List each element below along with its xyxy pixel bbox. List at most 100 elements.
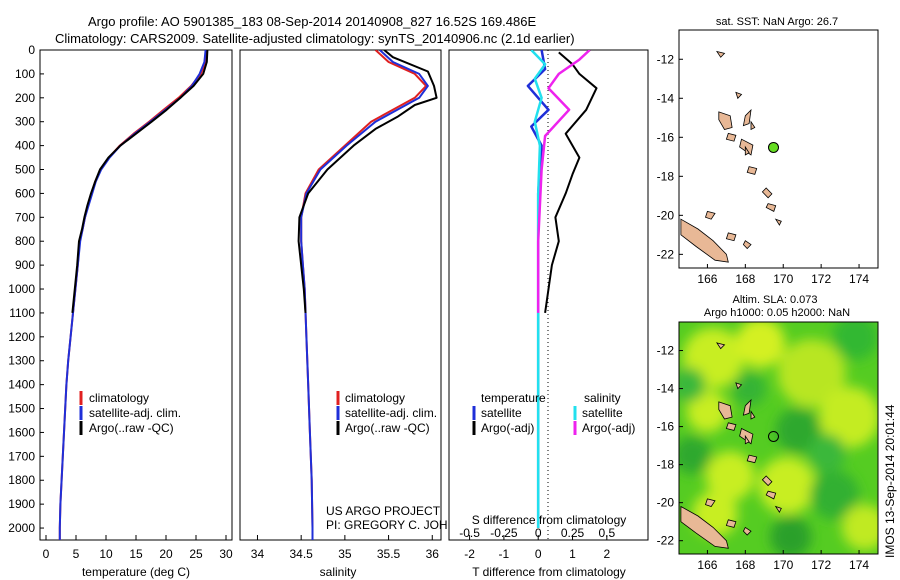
sst-map-coastlines [680, 50, 782, 263]
sla-anomaly-cell [732, 371, 767, 406]
temperature-panel: 0100200300400500600700800900100011001200… [8, 43, 453, 579]
sla-map-title-line-1: Altim. SLA: 0.073 [733, 294, 818, 306]
credit-line-1: US ARGO PROJECT [326, 504, 441, 518]
latitude-label: -20 [657, 208, 675, 222]
longitude-label: 174 [849, 558, 869, 572]
temperature-legend: climatology satellite-adj. clim. Argo(..… [79, 391, 181, 435]
sla-anomaly-cell [819, 386, 878, 448]
latitude-label: -20 [657, 496, 675, 510]
x-tick-label: 34 [251, 547, 265, 561]
legend-title-temperature: temperature [481, 391, 546, 405]
legend-label-satellite: satellite-adj. clim. [89, 406, 181, 420]
difference-panel: -2 -1 0 1 2 -0.5 -0.25 0 0.25 0.5 temperature sa… [448, 49, 649, 579]
depth-tick-label: 1900 [8, 497, 35, 511]
sst-map-longitude-labels: 166 168 170 172 174 [697, 264, 869, 286]
island-shape [744, 434, 750, 445]
sla-anomaly-cell [809, 470, 860, 520]
island-shape [715, 342, 726, 350]
sla-map-latitude-labels: -12 -14 -16 -18 -20 -22 [657, 344, 683, 548]
depth-tick-label: 1800 [8, 473, 35, 487]
latitude-label: -16 [657, 130, 675, 144]
island-shape [739, 138, 754, 156]
island-shape [761, 187, 773, 199]
sla-anomaly-cell [777, 339, 846, 408]
longitude-label: 170 [773, 272, 793, 286]
island-shape [725, 132, 737, 142]
longitude-label: 168 [735, 558, 755, 572]
island-shape [725, 232, 737, 242]
salinity-panel: 34 34.5 35 35.5 36 climatology satellite-adj… [239, 49, 482, 579]
sla-map-panel: Altim. SLA: 0.073 Argo h1000: 0.05 h2000… [657, 294, 879, 572]
depth-tick-label: 1400 [8, 378, 35, 392]
x-tick-label: 5 [73, 547, 80, 561]
s-difference-tick-labels: -0.5 -0.25 0 0.25 0.5 [459, 526, 615, 540]
sla-anomaly-cell [775, 407, 822, 454]
depth-tick-label: 1100 [9, 306, 35, 320]
x-tick-label: 30 [219, 547, 233, 561]
sla-anomaly-cell [769, 515, 812, 554]
legend-label-satellite: satellite-adj. clim. [345, 406, 437, 420]
sla-anomaly-cell [686, 390, 729, 433]
depth-tick-label: 1000 [8, 282, 35, 296]
x-tick-label: 1 [569, 547, 576, 561]
island-shape [774, 218, 782, 226]
x-tick-label: -2 [464, 547, 475, 561]
argo-float-location-marker [767, 141, 779, 153]
island-shape [704, 210, 716, 220]
x-tick-label: 10 [99, 547, 113, 561]
island-shape [742, 108, 752, 127]
s-tick-label: -0.25 [490, 526, 518, 540]
x-tick-label: 0 [535, 547, 542, 561]
x-tick-label: -1 [499, 547, 510, 561]
island-shape [774, 505, 782, 514]
depth-tick-label: 700 [15, 210, 35, 224]
x-tick-label: 2 [603, 547, 610, 561]
sla-anomaly-cell [758, 457, 816, 515]
longitude-label: 172 [811, 558, 831, 572]
legend-label-argo: Argo(..raw -QC) [89, 421, 174, 435]
island-shape [746, 166, 758, 175]
sla-map-longitude-labels: 166 168 170 172 174 [697, 550, 869, 572]
sla-map-frame [678, 321, 879, 555]
depth-tick-label: 1700 [8, 449, 35, 463]
sla-anomaly-cell [841, 504, 878, 551]
legend-label-climatology: climatology [345, 391, 405, 405]
sla-anomaly-cell [679, 436, 712, 475]
depth-tick-label: 1300 [8, 354, 35, 368]
depth-tick-label: 0 [28, 43, 35, 57]
depth-tick-label: 400 [15, 139, 35, 153]
salinity-axes-frame [239, 49, 442, 541]
credit-line-2: PI: GREGORY C. JOHNSON [326, 518, 482, 532]
s-satellite-line [530, 50, 547, 528]
temperature-tick-labels: 0 5 10 15 20 25 30 [43, 535, 233, 561]
header-line-1: Argo profile: AO 5901385_183 08-Sep-2014… [88, 14, 536, 29]
sla-anomaly-cell [735, 322, 786, 368]
legend-label-t-argo: Argo(-adj) [481, 421, 534, 435]
depth-tick-label: 500 [15, 163, 35, 177]
depth-tick-label: 1600 [8, 425, 35, 439]
salinity-axis-label: salinity [320, 565, 357, 579]
s-difference-axis-label: S difference from climatology [472, 513, 627, 527]
depth-tick-label: 300 [15, 115, 35, 129]
temperature-axes-frame [39, 49, 233, 541]
sst-map-title: sat. SST: NaN Argo: 26.7 [716, 16, 838, 28]
latitude-label: -18 [657, 169, 675, 183]
island-shape [761, 475, 773, 487]
island-shape [680, 218, 729, 263]
island-shape [718, 401, 733, 420]
depth-tick-label: 1200 [8, 330, 35, 344]
latitude-label: -16 [657, 420, 675, 434]
x-tick-label: 25 [189, 547, 203, 561]
t-difference-tick-labels: -2 -1 0 1 2 [464, 535, 610, 561]
island-shape [744, 145, 750, 156]
longitude-label: 166 [697, 272, 717, 286]
x-tick-label: 34.5 [289, 547, 313, 561]
s-tick-label: 0.25 [561, 526, 585, 540]
salinity-legend: climatology satellite-adj. clim. Argo(..… [336, 391, 437, 435]
longitude-label: 168 [735, 272, 755, 286]
temperature-axis-label: temperature (deg C) [82, 565, 190, 579]
sst-map-panel: sat. SST: NaN Argo: 26.7 166 168 170 172 174… [657, 16, 879, 286]
island-shape [704, 498, 716, 507]
x-tick-label: 35.5 [377, 547, 401, 561]
sla-anomaly-cell [807, 434, 846, 473]
